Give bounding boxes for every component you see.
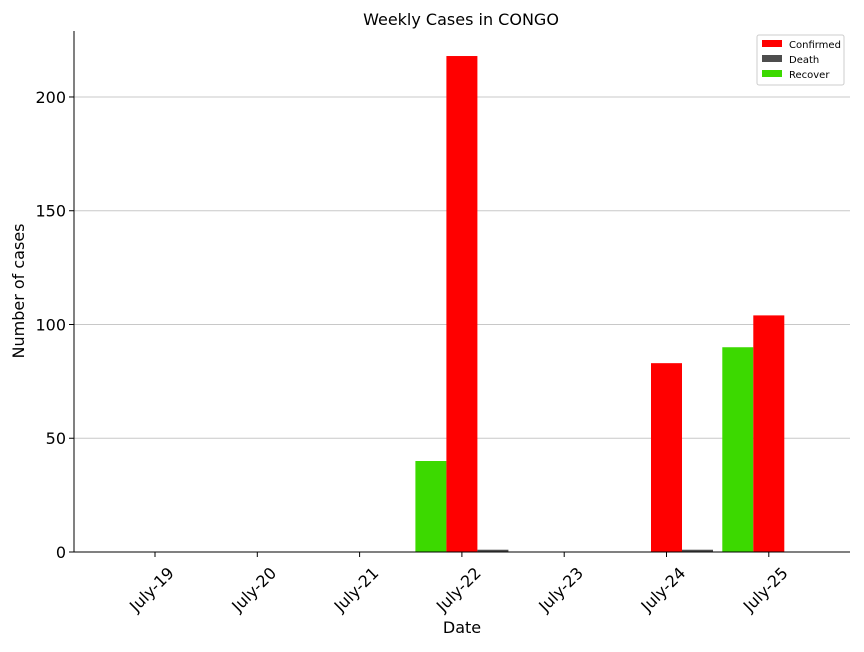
y-tick-label: 200 <box>35 88 66 107</box>
x-tick-label: July-21 <box>330 563 383 616</box>
legend-label-death: Death <box>789 55 819 66</box>
x-tick-label: July-19 <box>125 563 178 616</box>
y-ticks: 0 50 100 150 200 <box>35 88 74 562</box>
chart-title: Weekly Cases in CONGO <box>363 10 559 29</box>
legend-label-recover: Recover <box>789 70 830 81</box>
x-axis-label: Date <box>443 618 481 637</box>
x-tick-label: July-24 <box>637 563 690 616</box>
x-tick-label: July-23 <box>534 563 587 616</box>
x-ticks: July-19 July-20 July-21 July-22 July-23 July-… <box>125 552 792 616</box>
bar-recover-july-22 <box>415 460 447 552</box>
legend-label-confirmed: Confirmed <box>789 40 841 51</box>
legend-swatch-confirmed <box>762 40 782 47</box>
x-tick-label: July-25 <box>739 563 792 616</box>
legend-swatch-death <box>762 55 782 62</box>
y-tick-label: 100 <box>35 315 66 334</box>
y-axis-label: Number of cases <box>9 224 28 359</box>
bar-recover-july-25 <box>722 347 754 552</box>
y-tick-label: 150 <box>35 202 66 221</box>
y-tick-label: 0 <box>56 543 66 562</box>
legend: Confirmed Death Recover <box>756 34 845 86</box>
bar-confirmed-july-22 <box>446 56 478 553</box>
legend-swatch-recover <box>762 70 782 77</box>
bar-death-july-22 <box>477 549 509 552</box>
bar-confirmed-july-25 <box>753 315 785 552</box>
x-tick-label: July-22 <box>432 563 485 616</box>
bar-confirmed-july-24 <box>651 363 682 552</box>
x-tick-label: July-20 <box>227 563 280 616</box>
bars <box>415 56 785 553</box>
y-tick-label: 50 <box>46 429 66 448</box>
bar-death-july-24 <box>682 549 713 552</box>
